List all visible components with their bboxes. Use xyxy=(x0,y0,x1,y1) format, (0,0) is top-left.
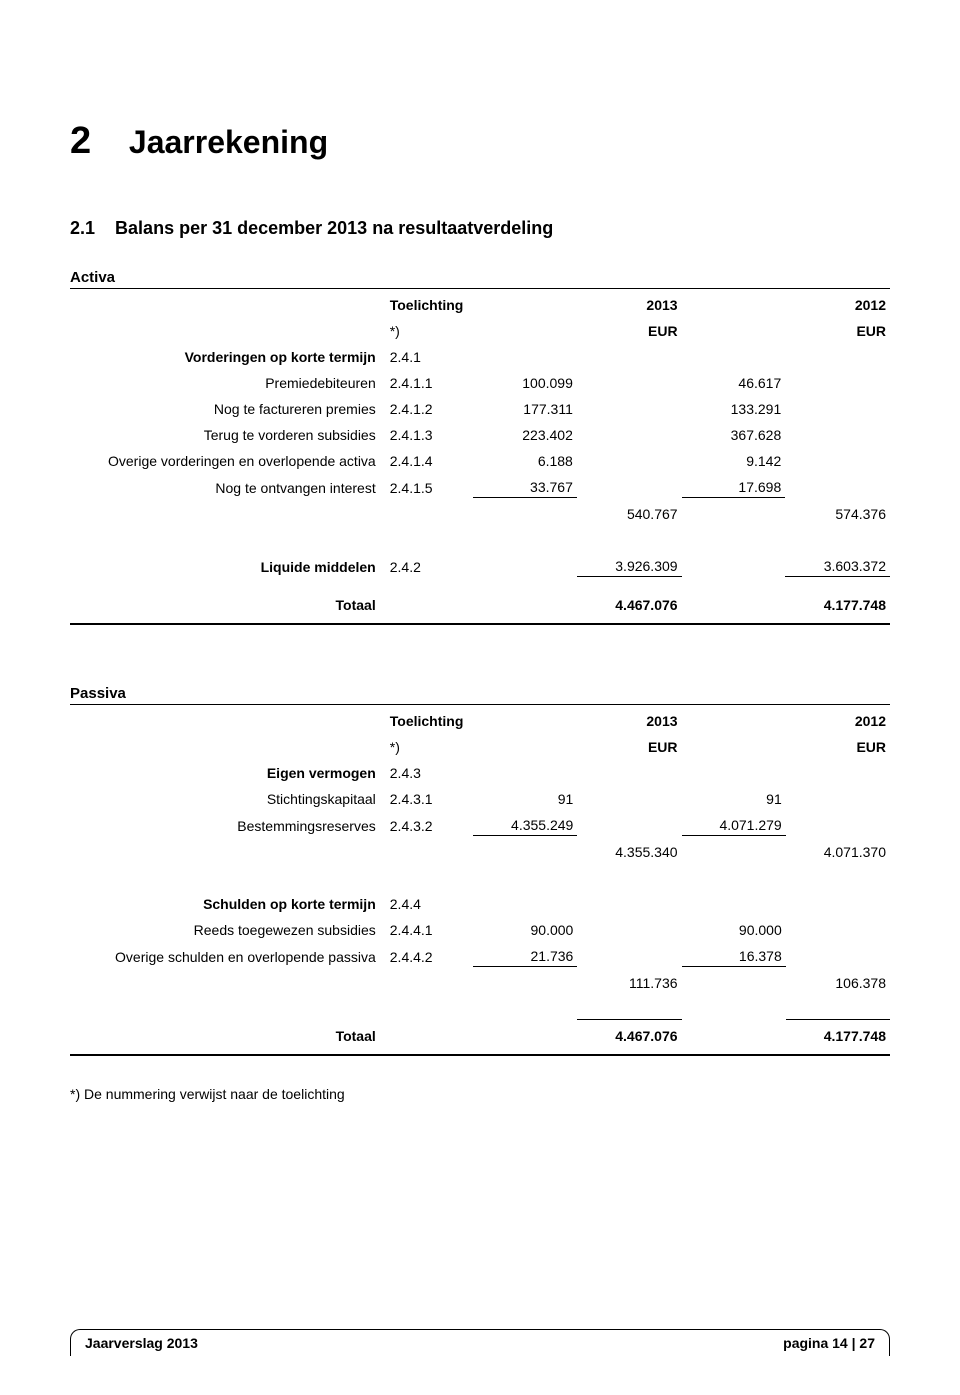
table-total-row: Totaal 4.467.076 4.177.748 xyxy=(70,1020,890,1047)
passiva-label: Passiva xyxy=(70,685,890,705)
col-toelichting: Toelichting xyxy=(386,289,473,315)
table-row: Vorderingen op korte termijn 2.4.1 xyxy=(70,341,890,367)
table-row: Nog te ontvangen interest 2.4.1.5 33.767… xyxy=(70,471,890,498)
passiva-table: Toelichting 2013 2012 *) EUR EUR Eigen v… xyxy=(70,705,890,1056)
activa-table: Toelichting 2013 2012 *) EUR EUR Vorderi… xyxy=(70,289,890,625)
table-header-row2: *) EUR EUR xyxy=(70,315,890,341)
footer-left: Jaarverslag 2013 xyxy=(85,1335,198,1351)
subtitle-number: 2.1 xyxy=(70,218,95,238)
col-2012: 2012 xyxy=(785,289,890,315)
table-total-row: Totaal 4.467.076 4.177.748 xyxy=(70,589,890,615)
table-row: Nog te factureren premies 2.4.1.2 177.31… xyxy=(70,393,890,419)
activa-label: Activa xyxy=(70,269,890,289)
table-row: Eigen vermogen 2.4.3 xyxy=(70,757,890,783)
table-row: Stichtingskapitaal 2.4.3.1 91 91 xyxy=(70,783,890,809)
title-number: 2 xyxy=(70,120,120,163)
page-footer: Jaarverslag 2013 pagina 14 | 27 xyxy=(70,1329,890,1355)
table-row: Schulden op korte termijn 2.4.4 xyxy=(70,888,890,914)
page-title: 2 Jaarrekening xyxy=(70,120,890,163)
table-row: Premiedebiteuren 2.4.1.1 100.099 46.617 xyxy=(70,367,890,393)
col-star: *) xyxy=(386,315,473,341)
table-header-row2: *) EUR EUR xyxy=(70,731,890,757)
col-2013-cur: EUR xyxy=(577,315,682,341)
table-subtotal-row: 4.355.340 4.071.370 xyxy=(70,836,890,863)
table-row: Reeds toegewezen subsidies 2.4.4.1 90.00… xyxy=(70,914,890,940)
col-2013: 2013 xyxy=(577,289,682,315)
subtitle-text: Balans per 31 december 2013 na resultaat… xyxy=(115,218,553,238)
group-note: 2.4.1 xyxy=(386,341,473,367)
page: 2 Jaarrekening 2.1 Balans per 31 decembe… xyxy=(0,0,960,1395)
group-header: Vorderingen op korte termijn xyxy=(70,341,386,367)
table-row: Terug te vorderen subsidies 2.4.1.3 223.… xyxy=(70,419,890,445)
table-row: Liquide middelen 2.4.2 3.926.309 3.603.3… xyxy=(70,550,890,577)
table-header-row: Toelichting 2013 2012 xyxy=(70,705,890,731)
title-text: Jaarrekening xyxy=(129,124,328,160)
table-subtotal-row: 111.736 106.378 xyxy=(70,967,890,994)
footer-right: pagina 14 | 27 xyxy=(783,1335,875,1351)
col-2012-cur: EUR xyxy=(785,315,890,341)
table-header-row: Toelichting 2013 2012 xyxy=(70,289,890,315)
table-subtotal-row: 540.767 574.376 xyxy=(70,498,890,525)
footnote: *) De nummering verwijst naar de toelich… xyxy=(70,1086,890,1102)
table-row: Overige schulden en overlopende passiva … xyxy=(70,940,890,967)
table-row: Bestemmingsreserves 2.4.3.2 4.355.249 4.… xyxy=(70,809,890,836)
subtitle: 2.1 Balans per 31 december 2013 na resul… xyxy=(70,218,890,239)
table-row: Overige vorderingen en overlopende activ… xyxy=(70,445,890,471)
